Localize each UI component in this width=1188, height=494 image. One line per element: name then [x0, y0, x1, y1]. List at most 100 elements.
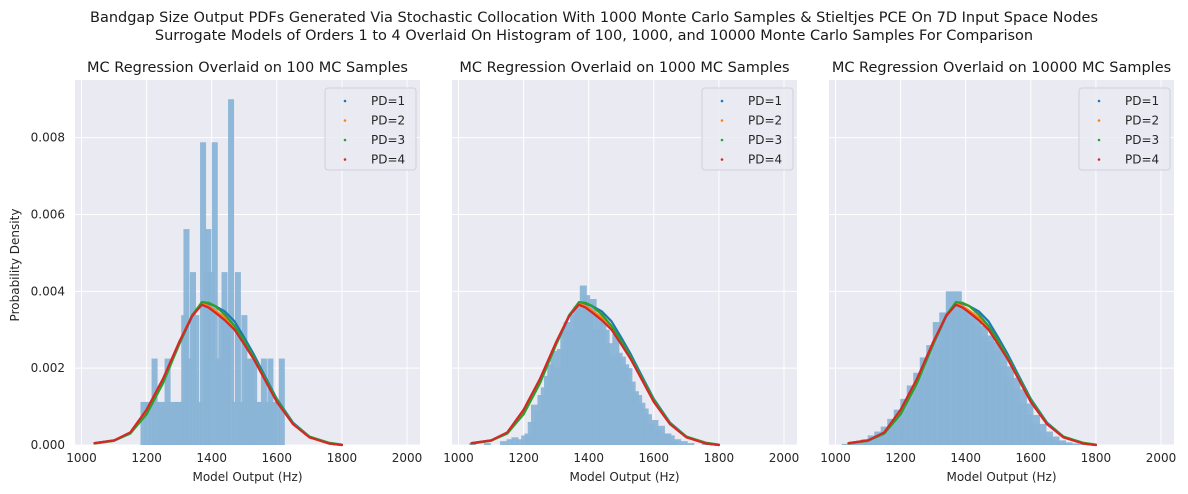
- series-line-PD=4: [847, 303, 1098, 447]
- histogram-bar: [200, 142, 207, 445]
- histogram-bar: [238, 401, 245, 445]
- histogram-bar: [144, 401, 151, 445]
- subplot-title: MC Regression Overlaid on 1000 MC Sample…: [459, 60, 789, 76]
- x-tick-label: 1800: [704, 451, 735, 465]
- histogram-bar: [208, 272, 215, 445]
- x-tick-label: 1600: [1016, 451, 1047, 465]
- legend-marker: [343, 158, 347, 161]
- histogram-bar: [224, 315, 231, 445]
- y-tick-label: 0.008: [31, 131, 65, 145]
- x-tick-label: 2000: [1146, 451, 1177, 465]
- subplot-title: MC Regression Overlaid on 100 MC Samples: [87, 60, 408, 76]
- histogram-bar: [218, 315, 225, 445]
- x-axis-label: Model Output (Hz): [946, 470, 1056, 484]
- subplot-1: 1000 1200 1400 1600 1800 2000 0.000 0.002 0.004 0…: [31, 60, 423, 484]
- histogram-bar: [183, 229, 190, 445]
- histogram-bar: [177, 401, 184, 445]
- histogram-bar: [500, 441, 508, 445]
- legend-box: [701, 87, 794, 171]
- subplots: 1000 1200 1400 1600 1800 2000 0.000 0.002 0.004 0…: [31, 60, 1177, 484]
- legend: PD=1 PD=2 PD=3 PD=4: [701, 87, 794, 171]
- x-tick-label: 1000: [443, 451, 474, 465]
- legend-label: PD=2: [748, 114, 782, 128]
- histogram-bar: [278, 358, 285, 445]
- histogram-bar: [1069, 444, 1086, 445]
- x-tick-label: 1200: [508, 451, 539, 465]
- subplot-3: 1000 1200 1400 1600 1800 2000 MC Regression Ov…: [820, 60, 1176, 484]
- histogram-bar: [228, 99, 235, 446]
- x-tick-label: 1000: [820, 451, 851, 465]
- histogram-bar: [234, 272, 241, 445]
- series-line-PD=4: [93, 303, 343, 447]
- x-axis-label: Model Output (Hz): [192, 470, 302, 484]
- x-tick-label: 1800: [1081, 451, 1112, 465]
- subplot-2: 1000 1200 1400 1600 1800 2000 MC Regression Ov…: [443, 60, 799, 484]
- x-tick-label: 1600: [262, 451, 293, 465]
- legend-marker: [1097, 119, 1101, 122]
- series-line-PD=4: [470, 303, 721, 447]
- subplot-title: MC Regression Overlaid on 10000 MC Sampl…: [832, 60, 1171, 76]
- legend: PD=1 PD=2 PD=3 PD=4: [1078, 87, 1171, 171]
- histogram-bar: [680, 441, 688, 445]
- histogram-bar: [483, 443, 491, 445]
- x-tick-label: 2000: [769, 451, 800, 465]
- legend: PD=1 PD=2 PD=3 PD=4: [324, 87, 417, 171]
- histogram-bar: [154, 401, 161, 445]
- x-tick-label: 1000: [66, 451, 97, 465]
- histogram-bar: [241, 315, 248, 445]
- legend-marker: [1097, 138, 1101, 142]
- legend-label: PD=3: [371, 133, 405, 147]
- histogram-bar: [251, 358, 258, 445]
- x-tick-label: 1200: [885, 451, 916, 465]
- x-axis-label: Model Output (Hz): [569, 470, 679, 484]
- histogram-bar: [511, 437, 519, 445]
- histogram-bar: [171, 401, 178, 445]
- histogram-bar: [264, 401, 271, 445]
- histogram-bar: [215, 358, 222, 445]
- legend-label: PD=4: [1125, 153, 1159, 167]
- legend-label: PD=3: [748, 133, 782, 147]
- histogram-bar: [687, 443, 695, 445]
- y-tick-label: 0.002: [31, 361, 65, 375]
- histogram-bar: [186, 358, 193, 445]
- figure-title-line-1: Bandgap Size Output PDFs Generated Via S…: [90, 10, 1098, 26]
- histogram-bar: [161, 401, 168, 445]
- x-tick-label: 1600: [639, 451, 670, 465]
- histogram-bar: [189, 272, 196, 445]
- histogram-bar: [205, 229, 212, 445]
- legend-label: PD=2: [371, 114, 405, 128]
- legend-marker: [720, 138, 724, 142]
- histogram-bar: [196, 401, 203, 445]
- legend-marker: [1097, 99, 1101, 103]
- histogram-bar: [254, 401, 261, 445]
- legend-marker: [343, 138, 347, 142]
- legend-box: [324, 87, 417, 171]
- histogram-bar: [164, 358, 171, 445]
- x-tick-label: 1400: [573, 451, 604, 465]
- histogram-bar: [211, 142, 218, 445]
- histogram-bar: [244, 358, 251, 445]
- histogram-bar: [148, 401, 155, 445]
- x-tick-label: 2000: [392, 451, 423, 465]
- legend-label: PD=1: [371, 94, 405, 108]
- histogram-bar: [140, 401, 147, 445]
- histogram-bar: [193, 315, 200, 445]
- y-tick-label: 0.000: [31, 438, 65, 452]
- figure-title-line-2: Surrogate Models of Orders 1 to 4 Overla…: [155, 28, 1033, 44]
- histogram-bar: [158, 401, 165, 445]
- histogram-bar: [267, 358, 274, 445]
- x-tick-label: 1400: [196, 451, 227, 465]
- histogram-bar: [221, 272, 228, 445]
- legend-marker: [720, 99, 724, 103]
- legend-marker: [720, 119, 724, 122]
- histogram-bar: [167, 401, 174, 445]
- legend-marker: [343, 119, 347, 122]
- x-tick-label: 1800: [327, 451, 358, 465]
- histogram-bar: [516, 439, 524, 445]
- histogram-bar: [273, 401, 280, 445]
- legend-label: PD=4: [748, 153, 782, 167]
- histogram-bar: [270, 401, 277, 445]
- histogram-bar: [247, 358, 254, 445]
- y-axis-label: Probability Density: [8, 209, 22, 322]
